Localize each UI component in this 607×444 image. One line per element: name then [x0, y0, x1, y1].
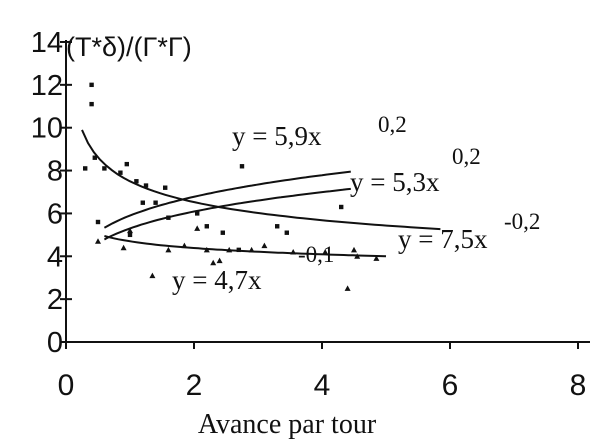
y-tick-label: 8 [47, 156, 63, 188]
triangle-point [165, 246, 172, 253]
y-axis-label: (T*δ)/(Γ*Γ) [66, 32, 192, 62]
square-point [102, 166, 107, 171]
data-points [83, 82, 380, 291]
square-point [195, 211, 200, 216]
square-point [163, 185, 168, 190]
y-tick-label: 14 [31, 27, 63, 59]
triangle-point [120, 244, 127, 251]
fit-label-2-exponent: 0,2 [452, 144, 481, 169]
square-point [339, 204, 344, 210]
square-point [166, 215, 171, 220]
triangle-point [203, 246, 210, 253]
fit-labels: y = 5,9x 0,2 y = 5,3x 0,2 y = 7,5x -0,2 … [172, 112, 540, 295]
square-point [124, 161, 129, 167]
fit-label-2: y = 5,3x [350, 167, 440, 197]
triangle-point [354, 253, 361, 259]
y-tick-label: 4 [47, 241, 63, 273]
triangle-point [373, 255, 380, 261]
triangle-point [127, 227, 133, 234]
y-tick-label: 12 [31, 70, 63, 102]
y-tick-label: 10 [31, 113, 63, 145]
triangle-point [351, 246, 357, 253]
x-tick-label: 6 [442, 369, 459, 402]
fit-curve-3 [81, 129, 441, 231]
x-tick-label: 4 [314, 369, 331, 402]
fit-label-3: y = 7,5x [398, 224, 488, 254]
triangle-point [194, 225, 201, 231]
triangle-point [226, 246, 233, 253]
square-point [239, 164, 245, 169]
y-ticks: 0 2 4 6 8 10 12 14 [31, 27, 72, 359]
square-point [204, 224, 209, 229]
triangle-point [248, 246, 255, 253]
square-point [140, 200, 145, 205]
square-point [92, 155, 97, 160]
y-axis-title: (T*δ)/(Γ*Γ) [66, 32, 192, 62]
triangle-point [95, 238, 101, 244]
square-point [127, 232, 133, 238]
square-point [95, 219, 101, 225]
triangle-point [210, 259, 217, 266]
triangle-point [322, 248, 329, 255]
fit-curve-2 [103, 187, 351, 241]
square-point [118, 170, 123, 175]
fit-label-4: y = 4,7x [172, 265, 262, 295]
fit-curve-1 [103, 170, 351, 229]
triangle-point [181, 242, 188, 249]
square-point [89, 101, 94, 107]
square-point [275, 224, 280, 229]
fit-curves [81, 129, 441, 258]
x-tick-label: 2 [186, 369, 203, 402]
square-point [134, 179, 139, 184]
x-tick-label: 8 [570, 369, 587, 402]
triangle-point [149, 272, 156, 279]
triangle-point [290, 248, 297, 255]
y-tick-label: 2 [47, 284, 63, 316]
fit-label-3-exponent: -0,2 [504, 209, 540, 234]
fit-label-1-exponent: 0,2 [378, 112, 407, 137]
fit-label-1: y = 5,9x [232, 121, 322, 151]
square-point [284, 230, 289, 235]
triangle-point [261, 242, 268, 249]
x-ticks: 0 2 4 6 8 [58, 342, 587, 402]
square-point [220, 230, 225, 235]
square-point [236, 247, 241, 253]
triangle-point [344, 285, 351, 291]
triangle-point [216, 257, 223, 264]
y-tick-label: 6 [47, 198, 63, 230]
square-point [143, 183, 149, 188]
fit-curve-4 [104, 235, 387, 258]
fit-label-4-exponent: -0,1 [298, 242, 334, 267]
square-point [83, 166, 88, 171]
y-tick-label: 0 [47, 327, 63, 359]
square-point [89, 82, 94, 88]
square-point [153, 200, 158, 205]
x-axis-label: Avance par tour [198, 409, 377, 440]
x-tick-label: 0 [58, 369, 75, 402]
